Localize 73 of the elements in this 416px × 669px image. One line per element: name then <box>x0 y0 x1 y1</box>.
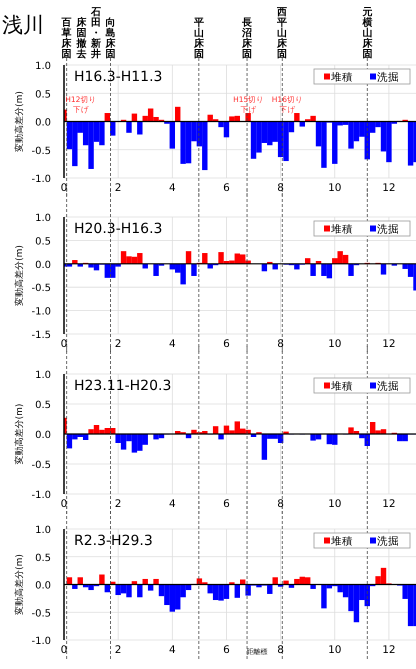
ref-line-label: 長沼床固 <box>241 16 254 60</box>
y-tick-label: 1.0 <box>35 61 51 72</box>
chart-subtitle: H16.3-H11.3 <box>74 69 162 85</box>
x-tick-label: 0 <box>60 644 68 656</box>
y-tick-label: -0.5 <box>31 608 51 620</box>
x-tick-label: 6 <box>223 182 230 194</box>
y-tick-label: 0.0 <box>35 260 51 271</box>
x-tick-label: 2 <box>114 644 122 656</box>
ref-line-label: 平山床固 <box>192 18 205 60</box>
y-tick-label: 0.5 <box>35 236 51 248</box>
chart-title: 浅川 <box>2 13 44 37</box>
x-tick-label: 8 <box>277 338 284 350</box>
x-tick-label: 4 <box>168 338 176 350</box>
x-tick-label: 12 <box>382 498 396 510</box>
x-tick-label: 10 <box>328 338 342 350</box>
x-tick-label: 12 <box>382 182 396 194</box>
x-tick-label: 8 <box>277 182 284 194</box>
x-tick-label: 8 <box>277 644 284 656</box>
y-axis-title: 変動高差分(m) <box>14 245 25 306</box>
legend-label: 洗掘 <box>377 534 399 548</box>
legend-label: 洗掘 <box>377 380 399 392</box>
y-tick-label: -1.0 <box>31 306 51 318</box>
y-tick-label: 0.5 <box>35 552 51 564</box>
y-tick-label: 1.0 <box>35 525 51 536</box>
x-tick-label: 2 <box>114 338 122 350</box>
ref-line-label: 元横山床固 <box>361 6 374 60</box>
x-tick-label: 4 <box>168 182 176 194</box>
x-tick-label: 12 <box>382 644 396 656</box>
y-tick-label: 0.5 <box>35 400 51 411</box>
chart-subtitle: H20.3-H16.3 <box>74 221 162 237</box>
y-tick-label: 0.0 <box>35 430 51 441</box>
legend-label: 堆積 <box>330 224 353 236</box>
x-tick-label: 10 <box>328 644 342 656</box>
y-tick-label: 0.0 <box>35 580 51 592</box>
y-tick-label: -1.0 <box>31 636 51 647</box>
y-axis-title: 変動高差分(m) <box>14 91 25 152</box>
x-tick-label: 4 <box>168 644 176 656</box>
ref-line-label: 百草床固 <box>60 18 73 60</box>
x-tick-label: 10 <box>328 498 342 510</box>
x-tick-label: 6 <box>223 498 230 510</box>
x-tick-label: 2 <box>114 498 122 510</box>
x-tick-label: 0 <box>60 498 68 510</box>
x-tick-label: 10 <box>328 182 342 194</box>
legend-label: 堆積 <box>330 536 353 548</box>
legend-label: 洗掘 <box>377 222 399 236</box>
text: 床固撤去 <box>75 16 88 60</box>
chart-subtitle: H23.11-H20.3 <box>74 378 172 394</box>
legend-label: 洗掘 <box>377 70 399 84</box>
ref-line-label: 西平山床固 <box>276 7 288 60</box>
y-tick-label: 0.5 <box>35 89 51 100</box>
legend-label: 堆積 <box>330 72 353 84</box>
x-tick-label: 2 <box>114 182 122 194</box>
y-tick-label: -1.0 <box>31 174 51 185</box>
y-tick-label: -1.5 <box>31 330 51 341</box>
x-tick-label: 6 <box>223 338 230 350</box>
y-tick-label: -1.0 <box>31 490 51 501</box>
y-tick-label: -0.5 <box>31 460 51 471</box>
text: 石田・新井 <box>90 7 101 60</box>
x-tick-label: 12 <box>382 338 396 350</box>
x-tick-label: 0 <box>60 182 68 194</box>
x-tick-label: 6 <box>223 644 230 656</box>
y-tick-label: 1.0 <box>35 213 51 224</box>
legend-label: 堆積 <box>330 380 353 392</box>
x-tick-label: 4 <box>168 498 176 510</box>
ref-line-label: 向島床固 <box>104 16 117 60</box>
y-axis-title: 変動高差分(m) <box>14 554 25 615</box>
y-tick-label: -0.5 <box>31 146 51 157</box>
y-tick-label: 1.0 <box>35 370 51 381</box>
chart-subtitle: R2.3-H29.3 <box>74 533 153 549</box>
x-tick-label: 0 <box>60 338 68 350</box>
y-tick-label: -0.5 <box>31 283 51 294</box>
y-axis-title: 変動高差分(m) <box>14 404 25 464</box>
y-tick-label: 0.0 <box>35 118 51 128</box>
